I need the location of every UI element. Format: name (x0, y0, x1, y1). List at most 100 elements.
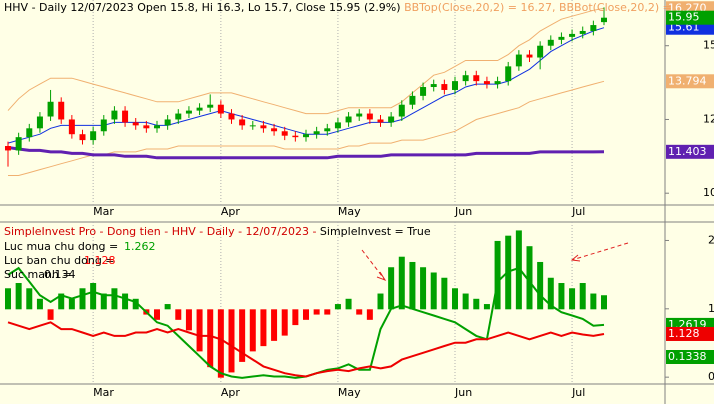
candle-body (473, 75, 480, 82)
flow-bar (430, 272, 437, 310)
flow-bar (398, 256, 405, 310)
flow-bar (26, 288, 33, 310)
candle-body (579, 30, 586, 34)
flow-bar (281, 309, 288, 336)
candle-body (505, 66, 512, 82)
y-tick-label: 0 (708, 370, 714, 383)
flow-bar (249, 309, 256, 352)
value-box-label: 11.403 (668, 145, 707, 158)
flow-bar (111, 288, 118, 310)
candle-body (26, 128, 33, 138)
candle-body (537, 45, 544, 58)
flow-bar (207, 309, 214, 368)
flow-bar (185, 309, 192, 331)
flow-bar (345, 298, 352, 310)
flow-bar (313, 309, 320, 315)
candle-body (207, 104, 214, 108)
flow-bar (100, 293, 107, 310)
value-box-label: 13.794 (668, 74, 707, 87)
candle-body (569, 33, 576, 37)
candle-body (356, 113, 363, 117)
flow-bar (579, 283, 586, 310)
x-tick-label: May (338, 205, 361, 218)
annotation-arrow (571, 242, 629, 261)
candle-body (515, 54, 522, 67)
flow-bar (15, 283, 22, 310)
flow-bar (122, 293, 129, 310)
candle-body (558, 36, 565, 40)
legend-value: 1.128 (84, 254, 116, 267)
flow-bar (601, 295, 607, 310)
flow-bar (537, 261, 544, 310)
flow-bar (462, 293, 469, 310)
title-bbbot: BBBot(Close,20,2) = (559, 1, 672, 14)
flow-bar (409, 261, 416, 310)
flow-bar (154, 309, 160, 320)
candle-body (164, 119, 171, 126)
candle-body (143, 125, 150, 129)
y-tick-label: 2 (708, 233, 714, 246)
flow-bar (334, 304, 341, 310)
candle-body (462, 75, 469, 82)
candle-body (547, 39, 554, 46)
candle-body (292, 135, 299, 138)
candle-body (36, 116, 43, 129)
plot-layer: MarAprMayJunJul1012.51516.27013.79415.61… (4, 0, 714, 399)
flow-bar (132, 298, 139, 310)
y-tick-label: 10 (703, 186, 714, 199)
legend-label: Luc ban chu dong = (4, 254, 115, 267)
arrow-head (376, 271, 387, 281)
candle-body (15, 137, 22, 151)
candle-body (483, 81, 490, 85)
candle-body (228, 113, 235, 120)
candle-body (388, 116, 395, 123)
flow-bar (217, 309, 224, 378)
candle-body (452, 81, 458, 90)
annotation-arrow (361, 249, 386, 281)
flow-bar (483, 304, 490, 310)
title-main: HHV - Daily 12/07/2023 Open 15.8, Hi 16.… (4, 1, 401, 14)
x-tick-label: Mar (93, 386, 114, 399)
legend-value: 0.134 (44, 268, 76, 281)
candle-body (239, 119, 246, 126)
indicator-line (7, 146, 605, 160)
y-tick-label: 15 (703, 39, 714, 52)
flow-bar (324, 309, 331, 315)
flow-bar (164, 304, 171, 310)
candle-body (47, 101, 54, 117)
flow-bar (239, 309, 246, 362)
candle-body (260, 125, 267, 129)
flow-bar (377, 293, 384, 310)
flow-bar (5, 288, 11, 310)
candle-body (58, 101, 65, 120)
candle-body (5, 146, 11, 151)
flow-bar (271, 309, 278, 341)
flow-bar (175, 309, 182, 320)
x-tick-label: Jul (571, 205, 585, 218)
candle-body (324, 128, 331, 132)
candle-body (249, 125, 256, 127)
candle-body (601, 17, 607, 23)
x-tick-label: Apr (221, 386, 241, 399)
flow-bar (590, 293, 597, 310)
candle-body (68, 119, 75, 135)
flow-bar (515, 230, 522, 310)
candle-body (334, 122, 341, 129)
y-tick-label: 1 (708, 302, 714, 315)
candle-body (377, 119, 384, 123)
candle-body (132, 122, 139, 126)
flow-bar (388, 267, 395, 310)
value-box-label: 15.95 (668, 11, 700, 24)
legend-value: 1.262 (124, 240, 156, 253)
title-bbtop: BBTop(Close,20,2) = 16.27, (404, 1, 555, 14)
candle-body (303, 134, 309, 138)
candle-body (420, 87, 427, 96)
x-tick-label: Jun (454, 386, 472, 399)
flow-bar (292, 309, 299, 326)
legend-label: Suc manh = (4, 268, 72, 281)
candle-body (185, 110, 192, 114)
candle-body (281, 131, 288, 136)
x-tick-label: Apr (221, 205, 241, 218)
